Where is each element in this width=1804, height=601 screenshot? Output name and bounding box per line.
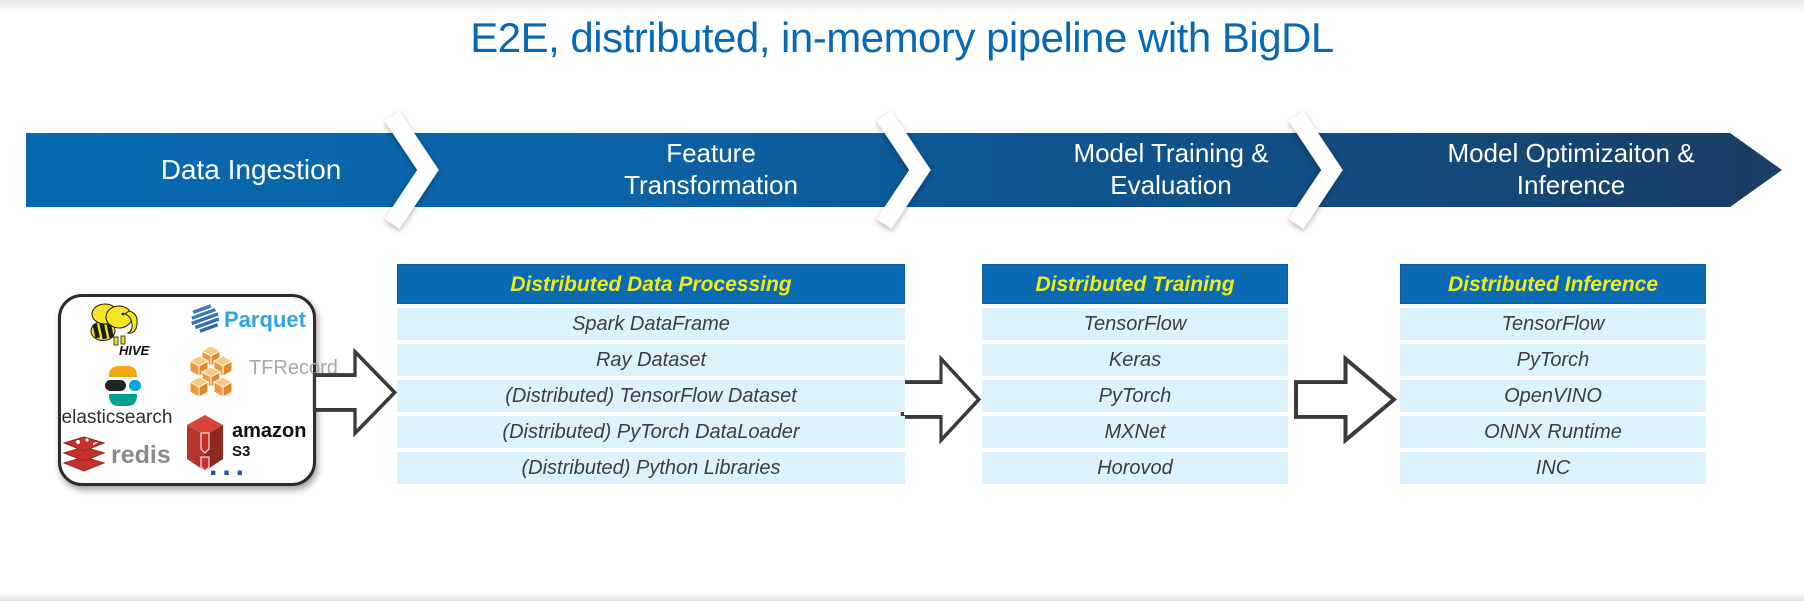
stage-feature-transformation: Feature Transformation <box>496 133 926 207</box>
table-row: (Distributed) PyTorch DataLoader <box>397 416 905 448</box>
stage-model-training: Model Training & Evaluation <box>976 133 1366 207</box>
table-row: INC <box>1400 452 1706 484</box>
stage-model-optimization: Model Optimizaiton & Inference <box>1386 133 1756 207</box>
table-header: Distributed Training <box>982 264 1288 304</box>
elasticsearch-label: elasticsearch <box>61 407 173 428</box>
amazon-s3-sublabel: S3 <box>232 443 251 460</box>
table-header: Distributed Inference <box>1400 264 1706 304</box>
table-row: Keras <box>982 344 1288 376</box>
table-distributed-training: Distributed Training TensorFlow Keras Py… <box>982 264 1288 484</box>
table-row: OpenVINO <box>1400 380 1706 412</box>
table-row: (Distributed) Python Libraries <box>397 452 905 484</box>
table-row: (Distributed) TensorFlow Dataset <box>397 380 905 412</box>
redis-label: redis <box>111 441 171 469</box>
flow-arrow-icon <box>900 354 982 445</box>
chevron-separator-icon <box>1288 111 1343 229</box>
parquet-label: Parquet <box>224 307 306 332</box>
stage-label: Model Training & Evaluation <box>1073 138 1269 200</box>
amazon-s3-label: amazon <box>232 420 307 442</box>
stage-label: Feature Transformation <box>624 138 798 200</box>
table-row: MXNet <box>982 416 1288 448</box>
stage-label: Data Ingestion <box>160 153 342 185</box>
redis-icon <box>62 436 106 472</box>
table-header: Distributed Data Processing <box>397 264 905 304</box>
page-title: E2E, distributed, in-memory pipeline wit… <box>470 14 1334 61</box>
stage-label: Model Optimizaiton & Inference <box>1447 138 1695 200</box>
table-row: PyTorch <box>982 380 1288 412</box>
elasticsearch-icon <box>105 366 141 406</box>
bottom-gradient <box>0 591 1804 601</box>
hive-icon <box>90 303 138 346</box>
table-distributed-inference: Distributed Inference TensorFlow PyTorch… <box>1400 264 1706 484</box>
top-gradient <box>0 0 1804 14</box>
table-distributed-data-processing: Distributed Data Processing Spark DataFr… <box>397 264 905 484</box>
chevron-separator-icon <box>384 111 439 229</box>
chevron-separator-icon <box>876 111 931 229</box>
flow-arrow-icon <box>1294 354 1398 445</box>
tfrecord-icon <box>188 345 234 398</box>
table-row: PyTorch <box>1400 344 1706 376</box>
data-ingestion-sources-box: HIVE Parquet elasticsearch <box>58 294 338 486</box>
more-sources-ellipsis: ... <box>209 449 250 482</box>
table-row: Horovod <box>982 452 1288 484</box>
table-row: TensorFlow <box>1400 308 1706 340</box>
hive-label: HIVE <box>119 343 150 358</box>
flow-arrow-icon <box>312 347 398 438</box>
table-row: Spark DataFrame <box>397 308 905 340</box>
table-row: ONNX Runtime <box>1400 416 1706 448</box>
parquet-icon <box>191 304 220 333</box>
table-row: TensorFlow <box>982 308 1288 340</box>
amazon-s3-icon <box>187 415 223 472</box>
table-row: Ray Dataset <box>397 344 905 376</box>
stage-data-ingestion: Data Ingestion <box>56 133 446 207</box>
